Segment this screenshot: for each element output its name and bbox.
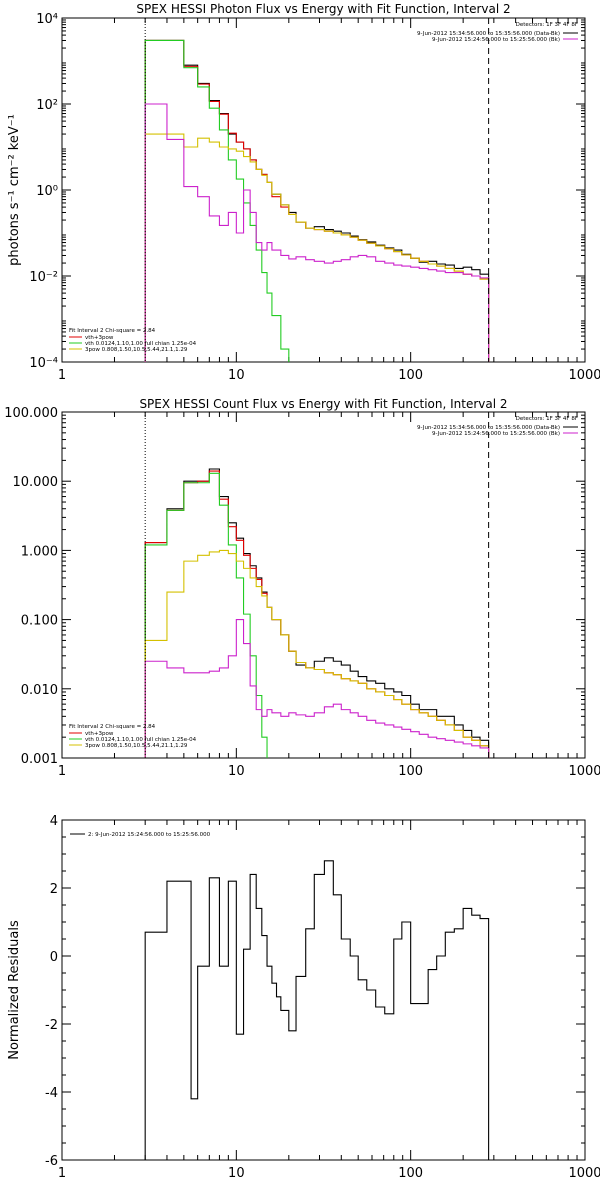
legend-entry-label: 9-Jun-2012 15:24:56.000 to 15:25:56.000 …	[432, 37, 560, 43]
plot-area	[144, 39, 490, 362]
plot-area	[144, 860, 490, 1160]
x-tick-label: 100	[398, 764, 423, 779]
series-powerlaw-line	[144, 133, 490, 362]
y-tick-label: 0	[50, 950, 58, 965]
y-axis-label: Normalized Residuals	[7, 920, 22, 1060]
legend-entry-label: vth 0.0124,1.10,1.00 full chian 1.25e-04	[85, 737, 197, 743]
panel-1: SPEX HESSI Photon Flux vs Energy with Fi…	[7, 2, 600, 383]
y-tick-label: 10⁴	[36, 12, 58, 27]
x-tick-label: 1000	[568, 764, 600, 779]
series-background-line	[144, 619, 490, 758]
x-tick-label: 10	[228, 764, 245, 779]
chart-title: SPEX HESSI Count Flux vs Energy with Fit…	[139, 397, 507, 411]
series-data-line	[144, 860, 490, 1160]
legend-entry-label: vth 0.0124,1.10,1.00 full chian 1.25e-04	[85, 341, 197, 347]
x-tick-label: 1	[58, 1166, 66, 1181]
chart-title: SPEX HESSI Photon Flux vs Energy with Fi…	[136, 2, 510, 16]
legend-entry-label: 9-Jun-2012 15:34:56.000 to 15:35:56.000 …	[417, 425, 560, 431]
y-tick-label: 1.000	[21, 544, 58, 559]
series-thermal-line	[144, 39, 290, 362]
legend-entry-label: 2: 9-Jun-2012 15:24:56.000 to 15:25:56.0…	[88, 832, 211, 838]
detectors-label: Detectors: 1F 3F 4F 8F	[516, 416, 578, 422]
panel-3: 1 10 100 1000 -6 -4 -2 0 2 4 Normalized Residuals 2…	[7, 814, 600, 1181]
y-tick-label: -6	[45, 1154, 58, 1169]
y-tick-label: 2	[50, 882, 58, 897]
x-tick-label: 10	[228, 368, 245, 383]
y-tick-label: 10⁻⁴	[29, 356, 58, 371]
y-tick-label: -2	[45, 1018, 58, 1033]
y-tick-label: 10⁰	[36, 184, 58, 199]
detectors-label: Detectors: 1F 3F 4F 8F	[516, 22, 578, 28]
legend-entry-label: vth+3pow	[85, 335, 114, 341]
legend-entry-label: 9-Jun-2012 15:24:56.000 to 15:25:56.000 …	[432, 431, 560, 437]
y-axis-label: photons s⁻¹ cm⁻² keV⁻¹	[7, 114, 22, 266]
y-tick-label: 4	[50, 814, 58, 829]
y-tick-label: -4	[45, 1086, 58, 1101]
y-tick-label: 0.100	[21, 614, 58, 629]
y-tick-label: 10.000	[13, 475, 59, 490]
legend-entry-label: vth+3pow	[85, 731, 114, 737]
plot-frame	[61, 819, 586, 1161]
x-tick-label: 10	[228, 1166, 245, 1181]
legend-entry-label: 3pow 0.808,1.50,10.5,5.44,21.1,1.29	[85, 743, 188, 749]
x-tick-label: 1000	[568, 368, 600, 383]
x-tick-label: 1	[58, 764, 66, 779]
y-tick-label: 0.010	[21, 683, 58, 698]
y-tick-label: 0.001	[21, 752, 58, 767]
series-total-line	[144, 39, 490, 362]
series-powerlaw-line	[144, 549, 490, 758]
series-data-line	[144, 468, 490, 758]
y-tick-label: 100.000	[4, 406, 58, 421]
series-data-line	[144, 39, 490, 362]
y-tick-label: 10⁻²	[29, 270, 58, 285]
panel-2: SPEX HESSI Count Flux vs Energy with Fit…	[4, 397, 600, 779]
fit-interval-label: Fit Interval 2 Chi-square = 2.84	[69, 724, 156, 730]
series-background-line	[144, 103, 490, 362]
legend-entry-label: 9-Jun-2012 15:34:56.000 to 15:35:56.000 …	[417, 31, 560, 37]
plot-area	[144, 468, 490, 758]
legend-entry-label: 3pow 0.808,1.50,10.5,5.44,21.1,1.29	[85, 347, 188, 353]
plot-frame	[61, 17, 586, 363]
x-tick-label: 100	[398, 1166, 423, 1181]
plot-frame	[61, 411, 586, 759]
fit-interval-label: Fit Interval 2 Chi-square = 2.84	[69, 328, 156, 334]
x-tick-label: 100	[398, 368, 423, 383]
x-tick-label: 1000	[568, 1166, 600, 1181]
series-thermal-line	[144, 472, 268, 758]
y-tick-label: 10²	[36, 98, 58, 113]
x-tick-label: 1	[58, 368, 66, 383]
